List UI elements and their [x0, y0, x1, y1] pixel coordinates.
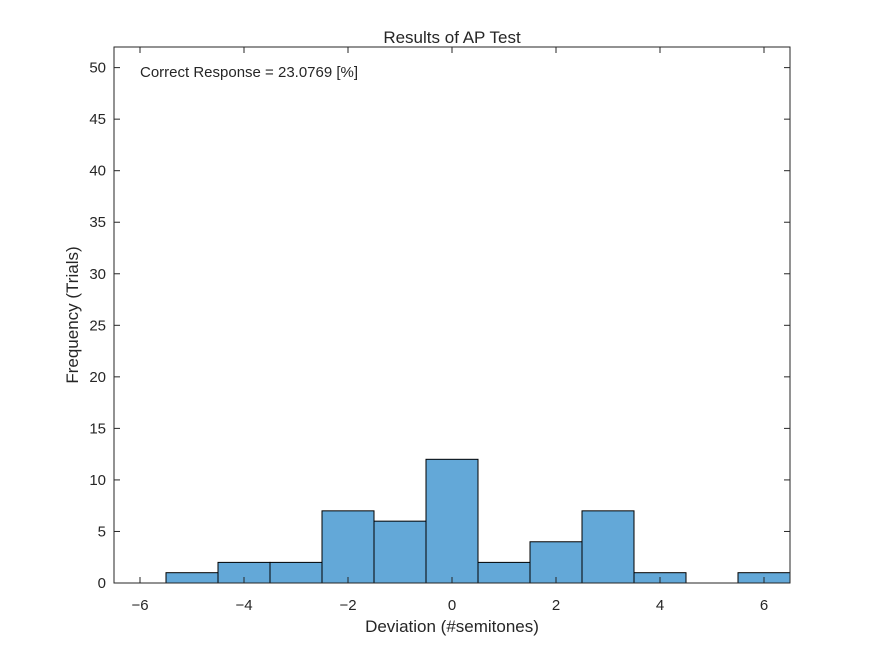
y-tick-label: 15 [89, 420, 106, 437]
x-tick-label: −4 [235, 597, 252, 614]
histogram-bar [425, 458, 479, 584]
y-tick-label: 10 [89, 472, 106, 489]
y-tick-label: 30 [89, 266, 106, 283]
y-tick-label: 20 [89, 369, 106, 386]
histogram-bar [581, 510, 635, 584]
chart-title: Results of AP Test [383, 28, 521, 47]
bars-layer [165, 458, 791, 584]
x-tick-label: −2 [339, 597, 356, 614]
histogram-bar [269, 561, 323, 584]
y-tick-label: 45 [89, 111, 106, 128]
ticks-layer: −6 −4 −2 0 2 4 6 0 5 10 15 20 25 30 35 40 45 50 [89, 47, 790, 614]
y-tick-label: 40 [89, 163, 106, 180]
x-tick-label: 4 [656, 597, 664, 614]
histogram-bar [165, 572, 219, 584]
y-tick-label: 35 [89, 214, 106, 231]
y-tick-label: 5 [98, 523, 106, 540]
histogram-bar [373, 520, 427, 584]
correct-response-annotation: Correct Response = 23.0769 [%] [140, 64, 358, 81]
y-axis-label: Frequency (Trials) [63, 246, 82, 383]
histogram-bar [529, 541, 583, 584]
y-tick-label: 25 [89, 317, 106, 334]
histogram-bar [321, 510, 375, 584]
x-axis-label: Deviation (#semitones) [365, 617, 539, 636]
histogram-bar [477, 561, 531, 584]
x-tick-label: 0 [448, 597, 456, 614]
x-tick-label: 6 [760, 597, 768, 614]
x-tick-label: 2 [552, 597, 560, 614]
y-tick-label: 50 [89, 60, 106, 77]
y-tick-label: 0 [98, 575, 106, 592]
x-tick-label: −6 [131, 597, 148, 614]
